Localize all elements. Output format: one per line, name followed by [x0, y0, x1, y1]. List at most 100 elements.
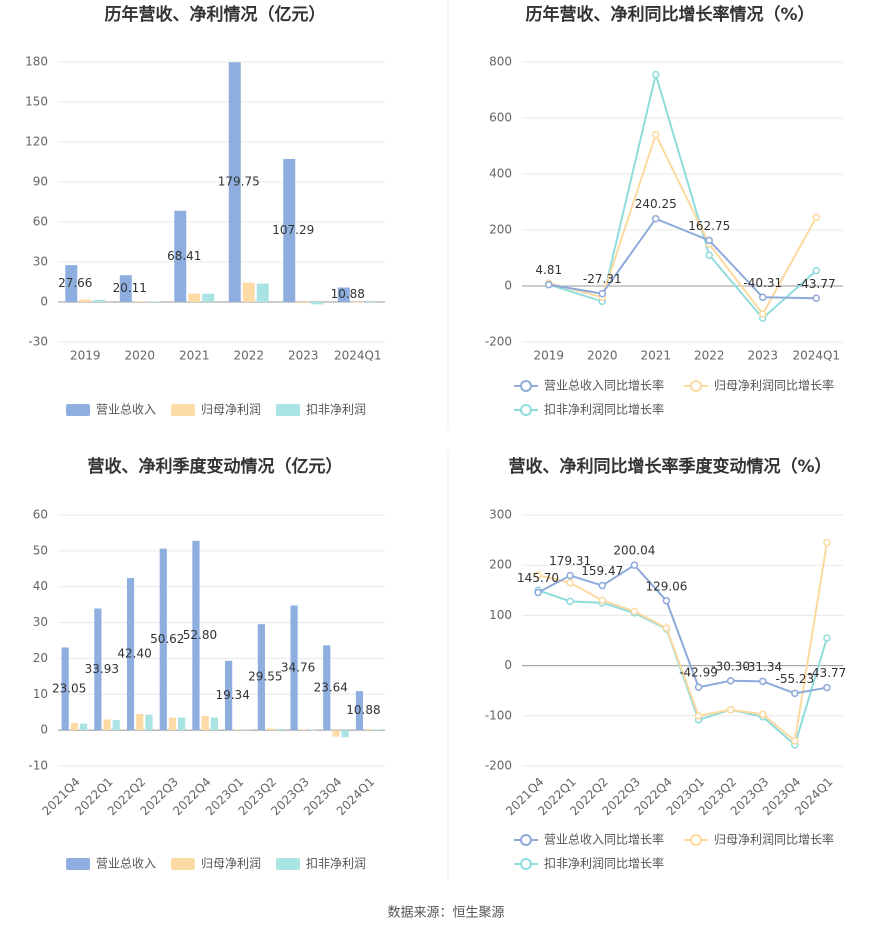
bar [79, 723, 88, 731]
legend-label: 营业总收入同比增长率 [544, 378, 664, 393]
legend-label: 归母净利润同比增长率 [714, 832, 834, 847]
bar [188, 293, 201, 302]
bar [112, 720, 120, 731]
point [791, 689, 799, 698]
point [759, 710, 767, 719]
bar [225, 660, 233, 731]
bar [201, 715, 209, 731]
bar [94, 608, 102, 731]
data-label: 20.11 [113, 281, 147, 295]
bar [119, 275, 132, 302]
legend-label: 归母净利润同比增长率 [714, 378, 834, 393]
bar [351, 302, 364, 303]
data-label: 159.47 [581, 564, 623, 578]
point [726, 677, 735, 685]
bar [133, 301, 146, 302]
y-tick-label: 120 [25, 135, 48, 149]
bar [202, 293, 215, 302]
point [791, 737, 799, 745]
chart-title: 历年营收、净利情况（亿元） [105, 4, 326, 25]
bar [297, 302, 310, 304]
legend-label: 扣非净利润同比增长率 [544, 856, 664, 871]
line [537, 563, 828, 695]
legend-swatch [520, 380, 532, 392]
data-label: -55.23 [776, 672, 815, 686]
data-label: -27.31 [583, 272, 622, 286]
point [705, 251, 713, 259]
bar [93, 299, 106, 302]
point [726, 706, 735, 714]
y-tick-label: 0 [40, 295, 48, 309]
point [566, 579, 574, 587]
bar [311, 302, 324, 305]
legend-label: 营业总收入同比增长率 [544, 832, 664, 847]
x-tick-label: 2019 [70, 349, 101, 363]
data-label: 10.88 [346, 703, 380, 717]
bar [257, 624, 265, 731]
data-label: 50.62 [150, 632, 184, 646]
y-tick-label: 180 [25, 55, 48, 69]
x-tick-label: 2024Q1 [792, 349, 840, 363]
point [812, 294, 820, 303]
legend-label: 归母净利润 [201, 857, 261, 871]
data-label: 10.88 [331, 287, 365, 301]
data-label: 27.66 [58, 276, 92, 290]
point [694, 712, 703, 720]
data-label: -40.31 [743, 276, 782, 290]
bar [299, 729, 307, 731]
bar [266, 728, 275, 731]
legend-label: 扣非净利润同比增长率 [544, 402, 664, 417]
y-tick-label: 300 [489, 508, 512, 522]
bar [337, 287, 350, 302]
x-tick-label: 2022 [694, 349, 725, 363]
legend-label: 扣非净利润 [306, 857, 366, 871]
data-label: -43.77 [797, 277, 836, 291]
bar [290, 605, 298, 731]
bar [355, 691, 364, 731]
y-tick-label: 200 [489, 558, 512, 572]
point [545, 280, 553, 289]
data-label: 179.31 [549, 554, 591, 568]
y-tick-label: 0 [40, 723, 48, 737]
x-tick-label: 2023 [747, 349, 778, 363]
bar [234, 729, 242, 731]
y-tick-label: 150 [25, 95, 48, 109]
footer: 数据来源：恒生聚源 [387, 906, 504, 921]
point [566, 597, 574, 606]
legend-label: 归母净利润 [201, 403, 261, 417]
bar [103, 719, 111, 731]
bar [147, 301, 160, 302]
bar [374, 729, 382, 731]
point [598, 289, 606, 298]
x-tick-label: 2022 [233, 349, 264, 363]
bar [79, 299, 92, 302]
bar [323, 645, 331, 731]
bar [178, 717, 186, 731]
point [566, 571, 574, 580]
x-tick-label: 2024Q1 [334, 349, 382, 363]
data-label: 19.34 [215, 688, 249, 702]
data-label: 200.04 [613, 544, 655, 558]
data-label: 52.80 [183, 628, 217, 642]
point [630, 561, 639, 569]
y-tick-label: -100 [485, 708, 512, 722]
y-tick-label: 50 [33, 543, 48, 557]
y-tick-label: 0 [504, 658, 512, 672]
bar [276, 729, 284, 731]
data-label: 145.70 [517, 571, 559, 585]
line [537, 542, 828, 743]
y-tick-label: 60 [33, 508, 48, 522]
y-tick-label: 40 [33, 579, 48, 593]
point [662, 624, 671, 632]
data-label: -31.34 [743, 660, 782, 674]
y-tick-label: 0 [504, 279, 512, 293]
x-tick-label: 2019 [533, 349, 564, 363]
data-label: 33.93 [85, 662, 119, 676]
y-tick-label: -200 [485, 759, 512, 773]
y-tick-label: 800 [489, 55, 512, 69]
data-label: 162.75 [688, 219, 730, 233]
y-tick-label: 100 [489, 608, 512, 622]
bar [168, 717, 177, 731]
y-tick-label: 20 [33, 651, 48, 665]
